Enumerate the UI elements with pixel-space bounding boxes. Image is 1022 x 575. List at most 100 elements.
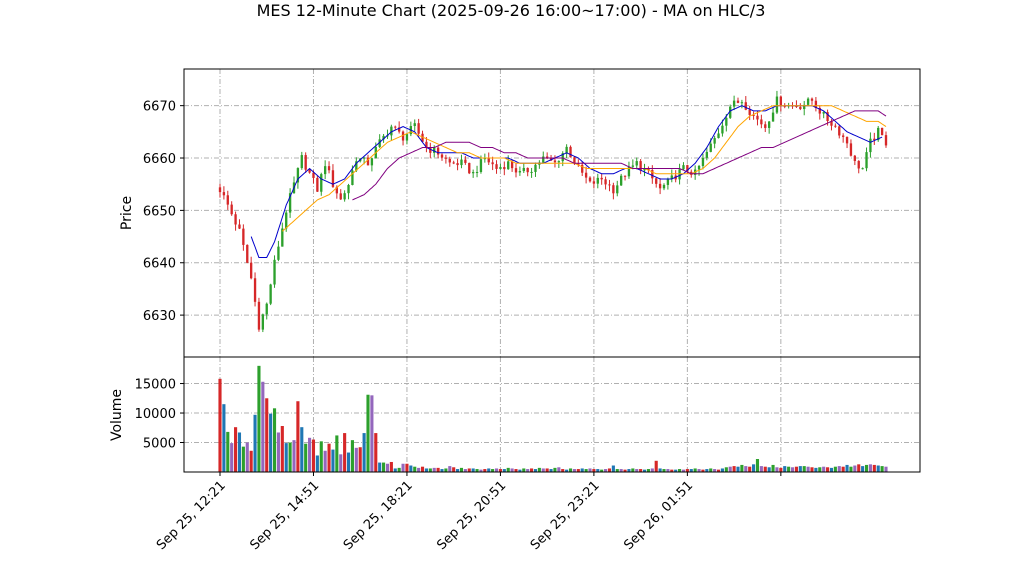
candle-body (417, 123, 420, 134)
candle-body (592, 181, 596, 184)
candle-body (756, 115, 759, 120)
volume-bar (837, 466, 841, 472)
candle-body (487, 157, 490, 163)
candle-body (569, 146, 572, 158)
volume-bar (226, 431, 230, 472)
volume-bar (709, 468, 713, 472)
volume-bar (568, 468, 573, 472)
candle-body (444, 157, 448, 159)
volume-bar (884, 466, 888, 472)
ma-mid-line (281, 105, 887, 232)
volume-bar (596, 469, 600, 472)
price-candles (218, 90, 888, 333)
volume-bar (401, 463, 405, 472)
volume-bar (358, 447, 362, 472)
candle-body (405, 134, 409, 141)
candle-body (799, 106, 802, 110)
candle-body (433, 147, 436, 153)
candle-body (748, 109, 751, 115)
candle-body (331, 170, 335, 187)
candle-body (475, 171, 479, 173)
volume-bar (444, 468, 448, 472)
candle-body (619, 175, 623, 186)
volume-bar (440, 469, 444, 472)
volume-bar (350, 440, 354, 472)
volume-bar (308, 437, 312, 472)
candle-body (429, 147, 432, 153)
volume-bar (728, 466, 732, 472)
volume-bar (576, 469, 580, 472)
candle-body (826, 112, 829, 121)
volume-bar (829, 467, 834, 472)
volume-bar (619, 469, 623, 472)
candle-body (834, 125, 837, 127)
candle-body (320, 174, 323, 192)
volume-bar (818, 467, 822, 472)
volume-bar (370, 395, 374, 472)
volume-bar (222, 404, 226, 472)
volume-bar (292, 440, 296, 472)
candle-body (269, 284, 272, 304)
volume-bar (833, 466, 837, 472)
volume-bar (864, 464, 869, 472)
volume-bar (604, 469, 608, 472)
volume-bar (588, 468, 592, 472)
volume-bar (642, 469, 647, 472)
candle-body (503, 167, 506, 170)
moving-average-lines (250, 105, 887, 258)
candle-body (764, 124, 767, 128)
candle-body (771, 112, 775, 122)
price-axis-label: Price (119, 196, 135, 230)
candle-body (612, 185, 615, 194)
candle-body (327, 166, 331, 171)
ma-slow-line (352, 110, 887, 201)
volume-bar (245, 442, 249, 472)
candle-body (530, 171, 533, 173)
volume-bar (487, 468, 491, 472)
candle-body (308, 169, 311, 173)
candle-body (382, 135, 385, 140)
volume-bar (744, 466, 748, 472)
candle-body (514, 168, 518, 173)
volume-bar (234, 427, 238, 472)
candle-body (479, 159, 483, 172)
candle-body (795, 105, 798, 107)
candle-body (678, 169, 681, 180)
price-grid (184, 69, 920, 357)
volume-bar (409, 465, 413, 472)
candle-body (584, 172, 588, 178)
candle-body (425, 141, 428, 148)
candle-body (647, 168, 650, 171)
candle-body (440, 154, 444, 158)
volume-bar (237, 432, 242, 472)
volume-bar (767, 467, 771, 472)
candle-body (717, 133, 720, 139)
volume-bar (822, 466, 826, 472)
candle-body (682, 165, 685, 170)
candle-body (413, 123, 416, 127)
volume-bar (378, 462, 382, 472)
candle-body (557, 161, 561, 163)
candle-body (304, 155, 307, 170)
volume-bar (845, 464, 849, 472)
candle-body (713, 138, 716, 144)
volume-panel: 5000 10000 15000 Volume (109, 356, 921, 473)
volume-bar (304, 443, 308, 472)
candle-body (767, 121, 771, 128)
candle-body (366, 157, 370, 166)
candle-body (709, 143, 712, 152)
volume-bar (693, 468, 697, 472)
candle-body (884, 135, 888, 146)
candle-body (468, 162, 471, 174)
candle-body (721, 125, 724, 134)
candle-body (257, 301, 261, 330)
volume-bar (530, 468, 534, 472)
candle-body (378, 139, 381, 147)
candle-body (573, 157, 576, 164)
price-y-tick-label: 6650 (143, 204, 176, 219)
volume-bar (366, 394, 370, 472)
candle-body (394, 126, 397, 128)
candle-body (845, 136, 849, 144)
volume-bar (561, 469, 565, 472)
candle-body (635, 161, 638, 166)
